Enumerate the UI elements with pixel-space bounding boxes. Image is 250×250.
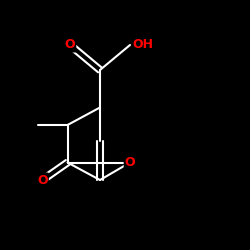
Text: O: O <box>125 156 135 169</box>
Text: O: O <box>37 174 48 186</box>
Text: OH: OH <box>132 38 154 52</box>
Text: O: O <box>65 38 75 52</box>
